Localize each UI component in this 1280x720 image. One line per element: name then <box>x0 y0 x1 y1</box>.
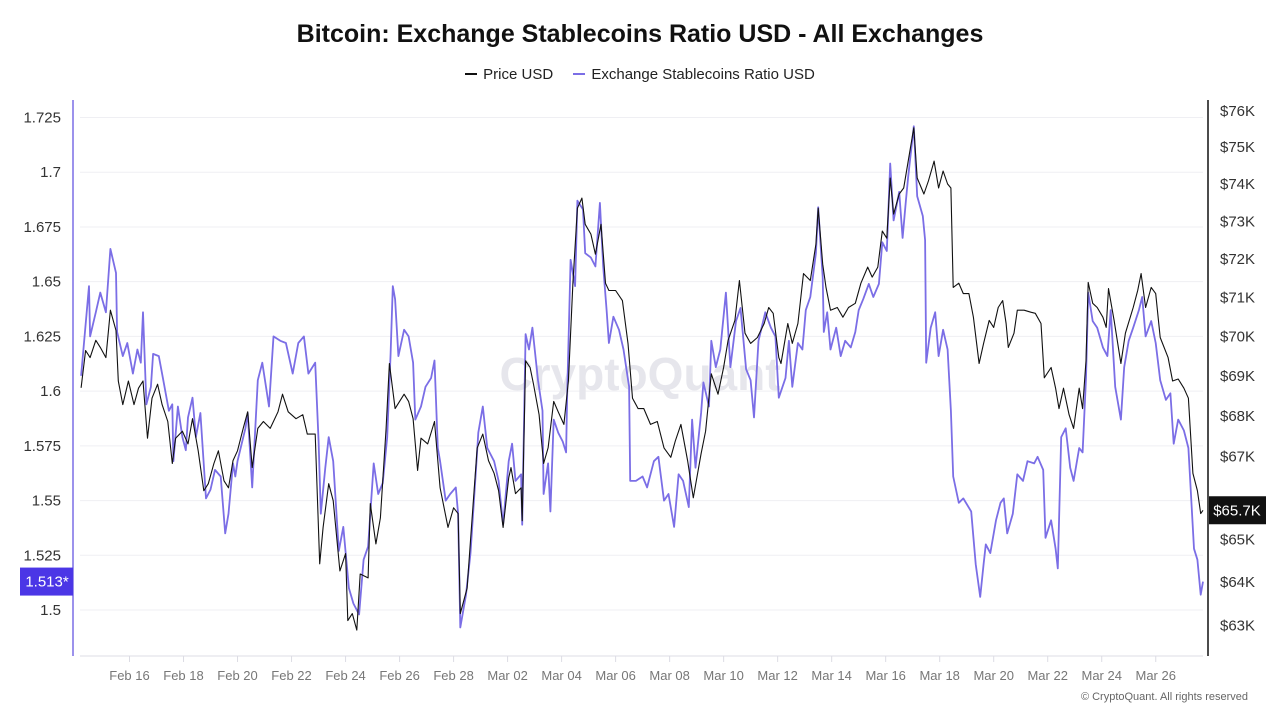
x-tick-label: Mar 18 <box>919 668 959 683</box>
series-line-stablecoin-ratio <box>80 125 1204 629</box>
x-tick-label: Feb 22 <box>271 668 311 683</box>
y-right-tick-label: $67K <box>1220 449 1255 466</box>
y-right-tick-label: $63K <box>1220 617 1255 634</box>
y-left-tick-label: 1.525 <box>23 547 61 564</box>
y-left-tick-label: 1.7 <box>40 164 61 181</box>
price-current-value: $65.7K <box>1213 502 1261 519</box>
x-tick-label: Mar 06 <box>595 668 635 683</box>
x-tick-label: Mar 04 <box>541 668 581 683</box>
x-tick-label: Feb 16 <box>109 668 149 683</box>
x-tick-label: Mar 12 <box>757 668 797 683</box>
x-tick-label: Mar 14 <box>811 668 851 683</box>
y-left-tick-label: 1.55 <box>32 493 61 510</box>
y-right-tick-label: $76K <box>1220 103 1255 120</box>
y-right-tick-label: $70K <box>1220 328 1255 345</box>
gridlines <box>80 117 1203 611</box>
y-left-tick-label: 1.675 <box>23 219 61 236</box>
series-line-price <box>80 127 1204 631</box>
x-tick-label: Feb 28 <box>433 668 473 683</box>
y-left-tick-label: 1.725 <box>23 110 61 127</box>
axes <box>72 100 1209 662</box>
chart-title: Bitcoin: Exchange Stablecoins Ratio USD … <box>296 20 984 48</box>
legend-item-ratio[interactable]: Exchange Stablecoins Ratio USD <box>573 65 815 83</box>
ratio-current-value: 1.513* <box>25 574 69 591</box>
y-right-tick-label: $65K <box>1220 532 1255 549</box>
x-tick-label: Mar 10 <box>703 668 743 683</box>
y-right-tick-label: $72K <box>1220 251 1255 268</box>
tick-labels: 1.5 1.525 1.55 1.575 1.6 1.625 1.65 1.675 1.7 1.7… <box>23 103 1255 683</box>
x-tick-label: Mar 08 <box>649 668 689 683</box>
x-tick-label: Mar 22 <box>1027 668 1067 683</box>
y-left-tick-label: 1.625 <box>23 328 61 345</box>
x-tick-label: Mar 26 <box>1136 668 1176 683</box>
x-tick-label: Feb 24 <box>325 668 365 683</box>
ratio-current-badge <box>20 567 73 596</box>
legend-label-ratio: Exchange Stablecoins Ratio USD <box>591 65 815 83</box>
price-current-badge <box>1209 496 1266 525</box>
y-right-tick-label: $64K <box>1220 574 1255 591</box>
x-tick-label: Feb 26 <box>379 668 419 683</box>
y-right-tick-label: $69K <box>1220 368 1255 385</box>
x-tick-label: Mar 16 <box>865 668 905 683</box>
x-tick-label: Mar 02 <box>487 668 527 683</box>
series-layer <box>80 125 1204 631</box>
x-tick-label: Mar 20 <box>973 668 1013 683</box>
legend-item-price[interactable]: Price USD <box>465 66 553 83</box>
legend-swatch-price <box>465 73 478 75</box>
value-badges: 1.513* $65.7K <box>20 496 1266 596</box>
y-right-tick-label: $74K <box>1220 176 1255 193</box>
x-tick-label: Mar 24 <box>1081 668 1121 683</box>
y-right-tick-label: $71K <box>1220 289 1255 306</box>
x-tick-label: Feb 18 <box>163 668 203 683</box>
x-tick-label: Feb 20 <box>217 668 257 683</box>
y-right-tick-label: $68K <box>1220 408 1255 425</box>
watermark-logo: CryptoQuant <box>499 348 780 400</box>
y-right-tick-label: $75K <box>1220 139 1255 156</box>
y-left-tick-label: 1.575 <box>23 438 61 455</box>
y-left-tick-label: 1.65 <box>32 274 61 291</box>
legend-label-price: Price USD <box>483 65 554 83</box>
y-left-tick-label: 1.5 <box>40 602 61 619</box>
legend-swatch-ratio <box>573 73 586 75</box>
y-right-tick-label: $73K <box>1220 213 1255 230</box>
copyright-notice: © CryptoQuant. All rights reserved <box>1080 691 1248 703</box>
legend: Price USD Exchange Stablecoins Ratio USD <box>0 62 1280 83</box>
y-left-tick-label: 1.6 <box>40 383 61 400</box>
